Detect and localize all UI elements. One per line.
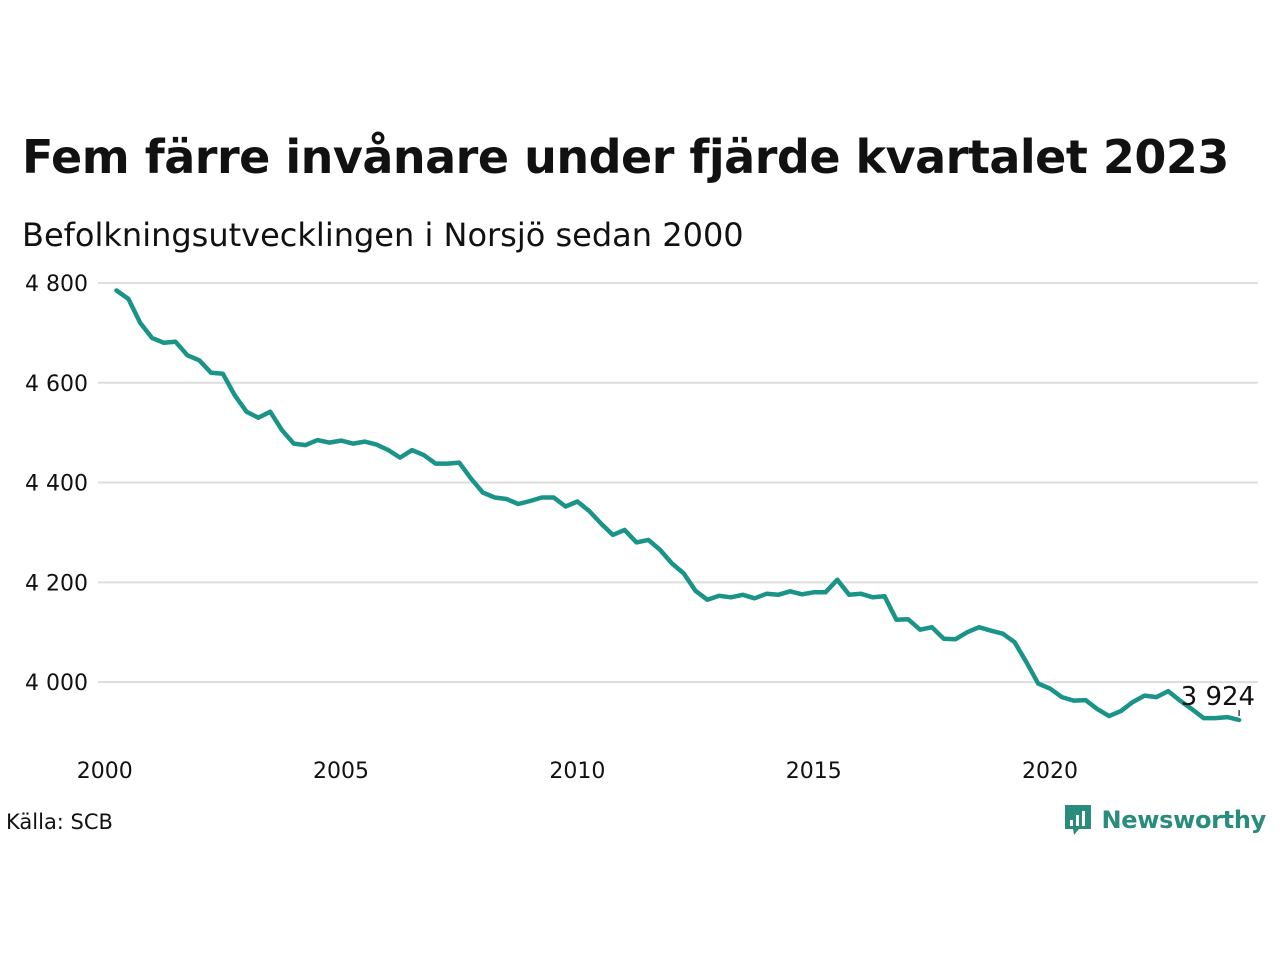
y-axis-ticks: 4 000 4 200 4 400 4 600 4 800: [25, 272, 88, 696]
source-note: Källa: SCB: [6, 810, 113, 834]
y-tick-label: 4 000: [25, 671, 88, 696]
chart-title: Fem färre invånare under fjärde kvartale…: [22, 130, 1229, 184]
x-tick-label: 2020: [1022, 759, 1078, 784]
y-tick-label: 4 800: [25, 272, 88, 297]
y-tick-label: 4 600: [25, 372, 88, 397]
end-value-label: 3 924: [1181, 682, 1255, 712]
brand-name: Newsworthy: [1101, 806, 1266, 834]
x-tick-label: 2005: [313, 759, 369, 784]
annotation-layer: 3 924: [1181, 682, 1255, 717]
brand-logo[interactable]: Newsworthy: [1063, 803, 1266, 837]
series-layer: [114, 288, 1242, 723]
y-tick-label: 4 400: [25, 472, 88, 497]
chart-subtitle: Befolkningsutvecklingen i Norsjö sedan 2…: [22, 216, 744, 254]
series-line: [114, 288, 1242, 723]
x-axis-ticks: 2000 2005 2010 2015 2020: [77, 759, 1078, 784]
grid-lines: [98, 281, 1258, 684]
x-tick-label: 2010: [549, 759, 605, 784]
y-tick-label: 4 200: [25, 571, 88, 596]
x-tick-label: 2015: [786, 759, 842, 784]
x-tick-label: 2000: [77, 759, 133, 784]
newsworthy-logo-icon: [1065, 805, 1092, 835]
